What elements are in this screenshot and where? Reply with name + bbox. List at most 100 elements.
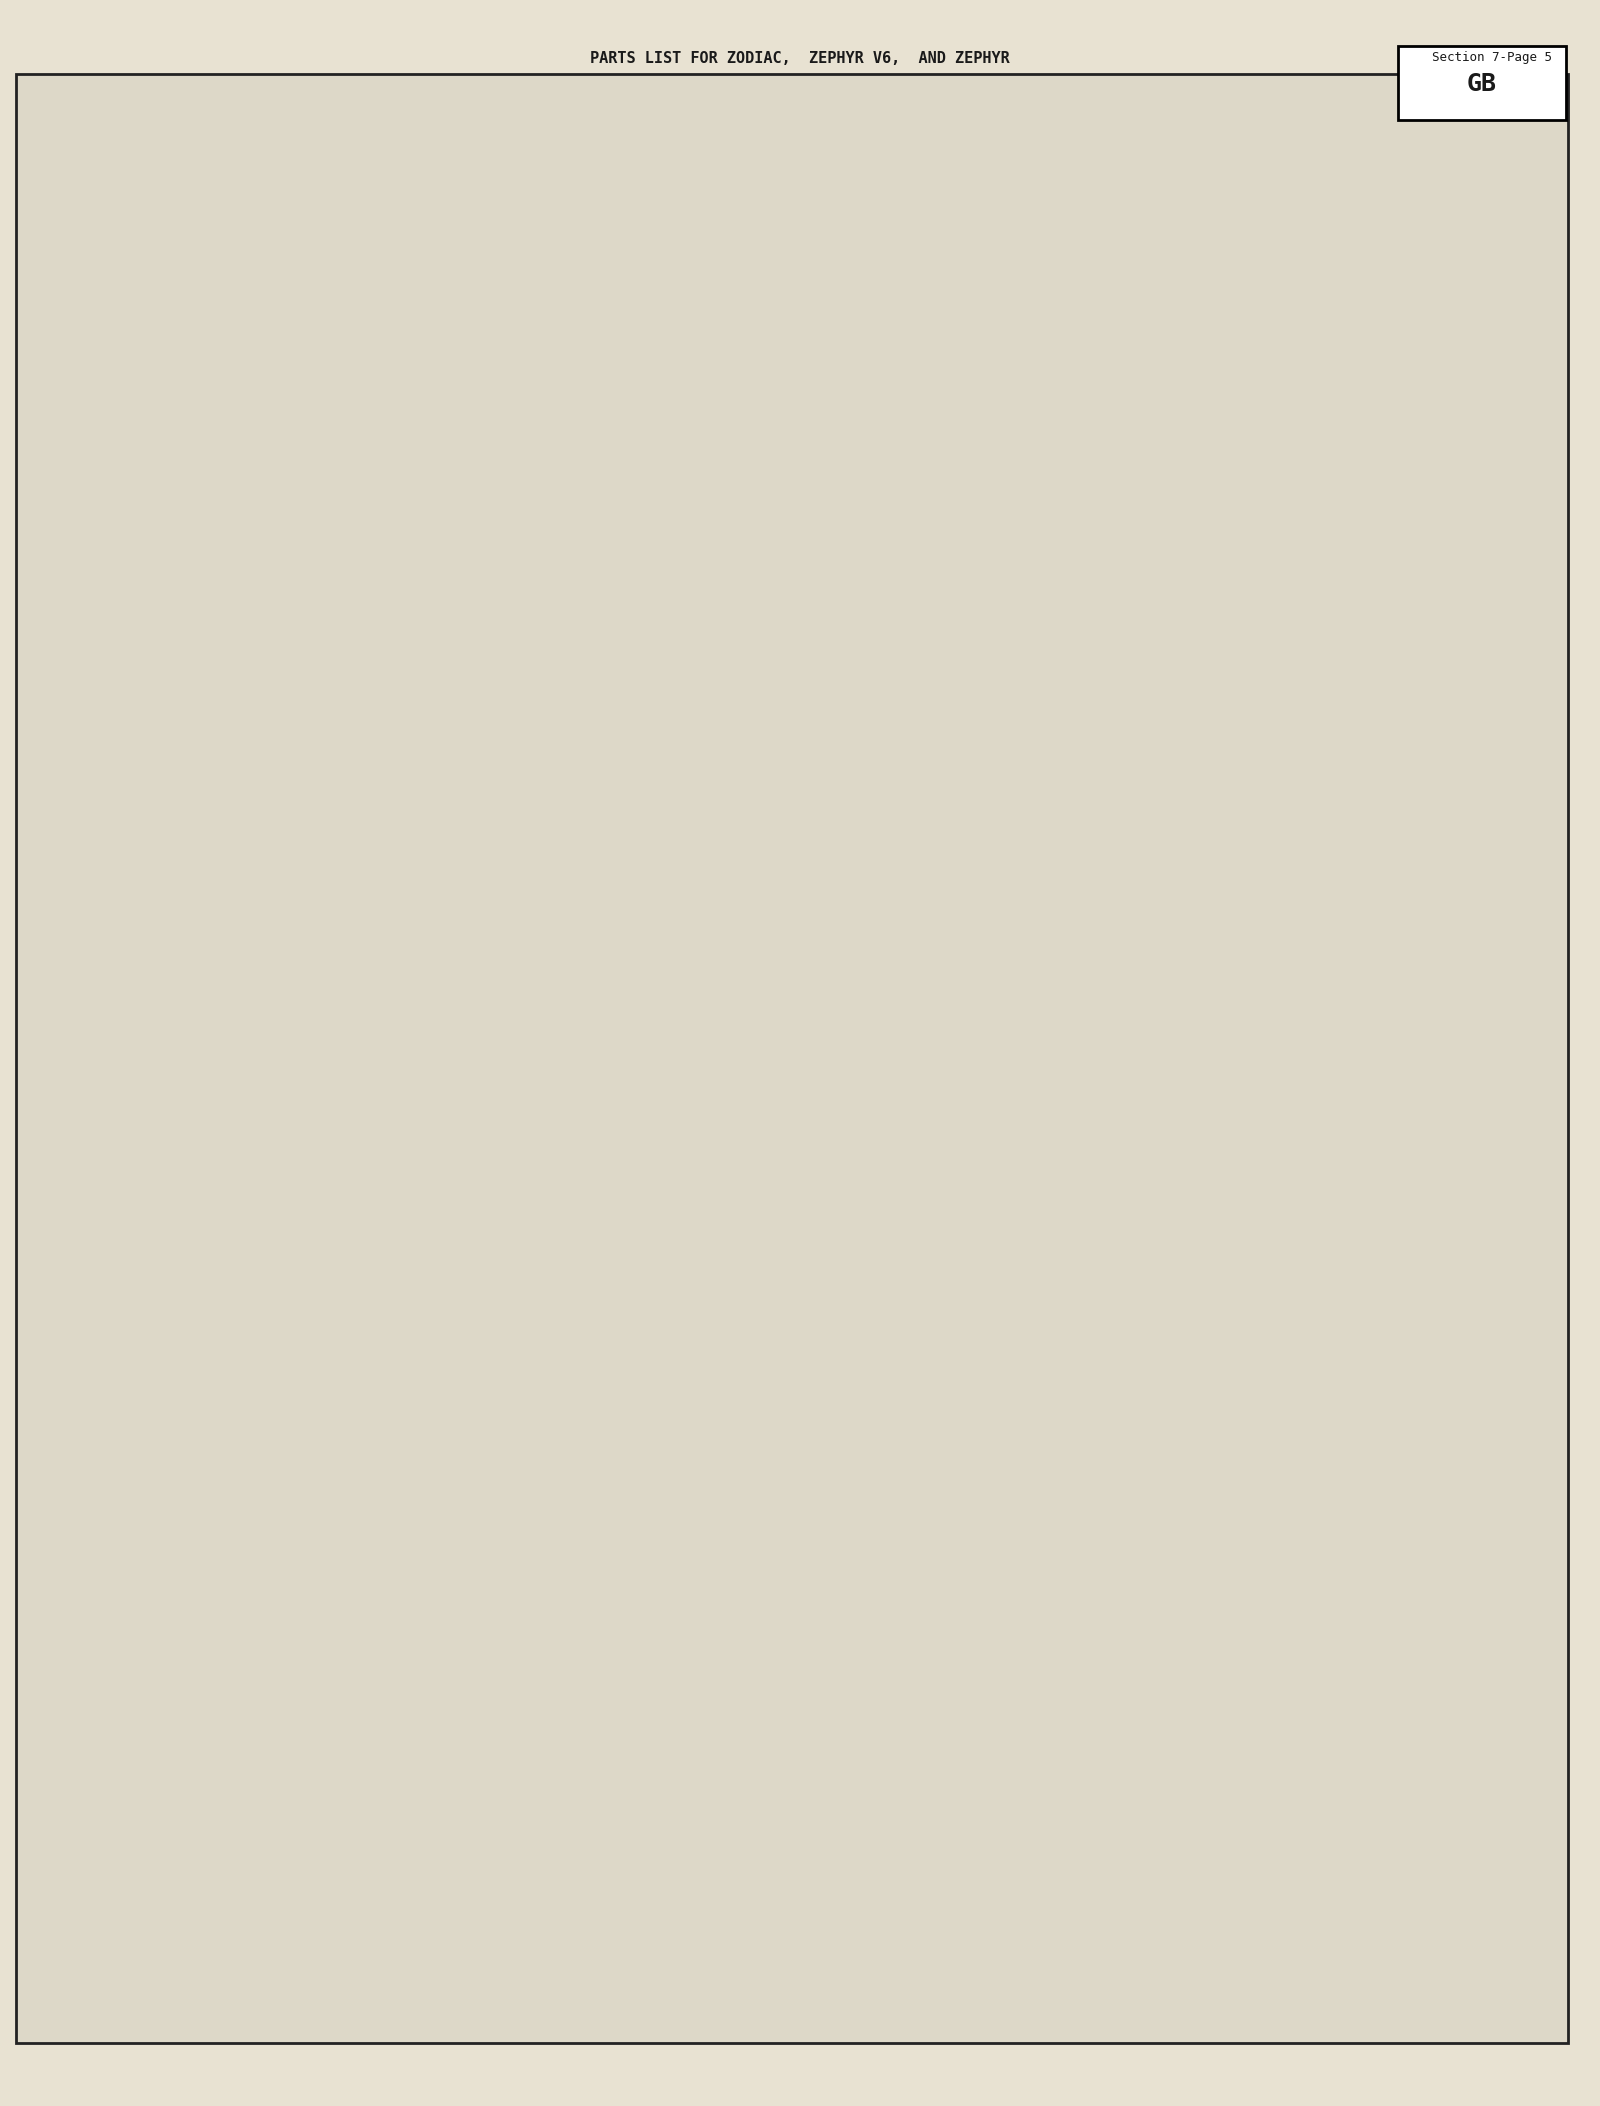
Circle shape — [91, 885, 469, 1382]
Text: 6306: 6306 — [1192, 1293, 1216, 1302]
Ellipse shape — [928, 421, 960, 438]
Text: 6327: 6327 — [952, 678, 976, 687]
Text: M: M — [1539, 2022, 1549, 2039]
Bar — [1275, 1299, 1291, 1337]
Text: 6269: 6269 — [1064, 922, 1088, 931]
Ellipse shape — [952, 771, 1000, 851]
Text: 6565: 6565 — [504, 392, 528, 400]
Circle shape — [851, 213, 864, 230]
Text: 115711-ES: 115711-ES — [72, 931, 126, 939]
Ellipse shape — [1152, 1207, 1216, 1257]
Text: 112637-ES: 112637-ES — [504, 366, 558, 375]
Text: 6312: 6312 — [1192, 1318, 1216, 1327]
Text: 115016-ES: 115016-ES — [856, 885, 910, 893]
Circle shape — [864, 236, 890, 270]
Ellipse shape — [693, 1190, 779, 1261]
Ellipse shape — [1206, 1150, 1226, 1209]
FancyBboxPatch shape — [830, 474, 936, 520]
Ellipse shape — [526, 741, 562, 830]
Circle shape — [1216, 1247, 1312, 1373]
Text: 6500: 6500 — [504, 699, 528, 708]
Text: PART OF 6A355 KIT: PART OF 6A355 KIT — [584, 1038, 686, 1047]
Circle shape — [282, 769, 326, 828]
Text: PARTS LIST FOR ZODIAC,  ZEPHYR V6,  AND ZEPHYR: PARTS LIST FOR ZODIAC, ZEPHYR V6, AND ZE… — [590, 51, 1010, 65]
Text: 34806-S: 34806-S — [1080, 1759, 1122, 1767]
Circle shape — [1363, 1270, 1382, 1295]
Circle shape — [1306, 1346, 1325, 1371]
Circle shape — [832, 333, 845, 350]
Text: 6A355: 6A355 — [504, 1582, 534, 1590]
Circle shape — [669, 347, 701, 390]
Ellipse shape — [584, 1080, 648, 1131]
Text: 6211: 6211 — [1016, 1129, 1040, 1137]
FancyBboxPatch shape — [1000, 638, 1096, 739]
Circle shape — [1309, 973, 1389, 1078]
Circle shape — [358, 1114, 387, 1152]
Circle shape — [402, 771, 446, 830]
Ellipse shape — [872, 1144, 936, 1194]
Circle shape — [1421, 1346, 1440, 1371]
Circle shape — [1208, 840, 1490, 1211]
Text: 116336-ES: 116336-ES — [1064, 973, 1118, 981]
Ellipse shape — [446, 1002, 466, 1061]
Ellipse shape — [1016, 1175, 1080, 1226]
Text: 20411-S: 20411-S — [1325, 1127, 1366, 1135]
Ellipse shape — [658, 1171, 734, 1236]
Text: 6110: 6110 — [1312, 663, 1336, 672]
Text: 6344: 6344 — [216, 1375, 240, 1384]
Text: 34826-S: 34826-S — [216, 1400, 258, 1409]
Text: 6135: 6135 — [1312, 689, 1336, 697]
Circle shape — [1325, 1295, 1421, 1422]
Ellipse shape — [406, 739, 442, 828]
Ellipse shape — [440, 1049, 504, 1099]
Ellipse shape — [885, 773, 923, 794]
Circle shape — [653, 369, 685, 411]
Text: 6333 OR PART OF 18347 KIT: 6333 OR PART OF 18347 KIT — [760, 1243, 910, 1251]
Text: 6345: 6345 — [296, 1638, 320, 1647]
Circle shape — [642, 775, 686, 834]
Circle shape — [1240, 882, 1458, 1169]
Ellipse shape — [179, 750, 237, 842]
Circle shape — [322, 1061, 392, 1154]
Ellipse shape — [286, 737, 322, 826]
Text: 20327-S: 20327-S — [1080, 1784, 1122, 1792]
Ellipse shape — [514, 1133, 590, 1198]
Text: 6A301: 6A301 — [1080, 1733, 1110, 1742]
Circle shape — [826, 324, 851, 358]
Ellipse shape — [1117, 1278, 1203, 1350]
Text: 6067: 6067 — [952, 653, 976, 661]
Circle shape — [870, 244, 883, 261]
Text: 34806-S: 34806-S — [504, 442, 546, 451]
Bar — [182, 764, 227, 828]
Ellipse shape — [344, 760, 392, 840]
Text: GB: GB — [1467, 72, 1496, 97]
Circle shape — [338, 1082, 376, 1133]
Text: 6564: 6564 — [1144, 297, 1168, 305]
Text: 6A338 OR PART OF 18347 KIT: 6A338 OR PART OF 18347 KIT — [984, 1681, 1139, 1689]
Text: 6287: 6287 — [1325, 1101, 1349, 1110]
Ellipse shape — [920, 480, 1032, 670]
Text: 6362: 6362 — [1192, 1268, 1216, 1276]
Text: 20326-S: 20326-S — [504, 417, 546, 425]
Text: 6250: 6250 — [280, 767, 304, 775]
Circle shape — [219, 1219, 248, 1257]
Text: 112636-ES: 112636-ES — [504, 341, 558, 350]
Ellipse shape — [526, 1002, 546, 1061]
Text: 6A528: 6A528 — [1144, 272, 1174, 280]
Polygon shape — [760, 316, 798, 358]
Text: 6215: 6215 — [696, 1112, 720, 1120]
FancyBboxPatch shape — [1072, 665, 1168, 767]
Ellipse shape — [1126, 1150, 1146, 1209]
Text: 6A345: 6A345 — [1309, 1379, 1339, 1388]
Ellipse shape — [837, 1219, 923, 1291]
Circle shape — [1051, 773, 1109, 849]
Text: † PART OF 6010 AND 6011 ASSY'S: † PART OF 6010 AND 6011 ASSY'S — [61, 1984, 253, 1992]
Ellipse shape — [981, 1249, 1067, 1320]
Text: 6384: 6384 — [216, 872, 240, 880]
Circle shape — [208, 1038, 352, 1228]
Text: 6K502: 6K502 — [504, 468, 534, 476]
Text: 20431-S: 20431-S — [1309, 1354, 1350, 1363]
Text: 6270: 6270 — [424, 834, 448, 842]
Text: 8K517 ◆: 8K517 ◆ — [1144, 246, 1186, 255]
Circle shape — [165, 981, 395, 1285]
